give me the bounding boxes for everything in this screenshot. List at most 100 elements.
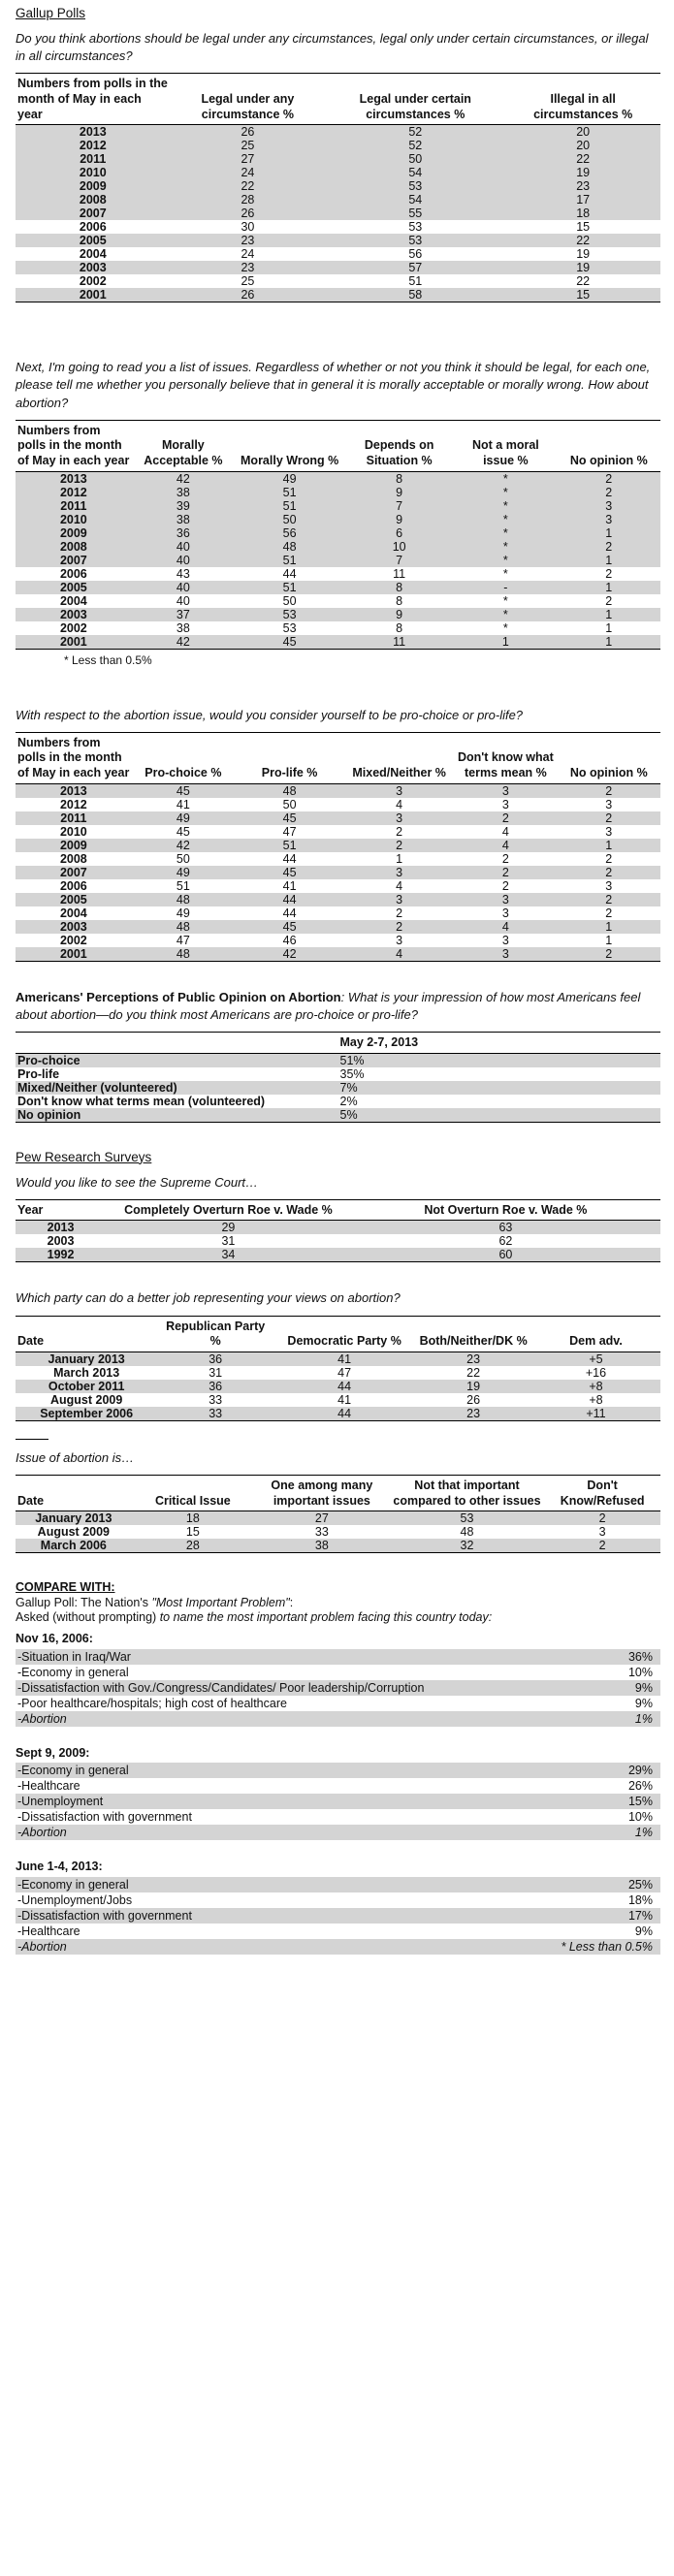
gallup-heading: Gallup Polls [16, 6, 86, 20]
column-header: Morally Wrong % [235, 420, 345, 472]
table-cell: 3 [396, 933, 403, 947]
table-cell: 27 [254, 1511, 390, 1526]
table-morality: Numbers from polls in the month of May i… [16, 420, 660, 650]
table-cell: 2 [557, 865, 660, 879]
table-row: October 2011 36 44 19 +8 [16, 1379, 660, 1393]
row-label: 2011 [16, 811, 132, 825]
table-row: 2008 40 48 10 * 2 [16, 539, 660, 554]
row-label: Don't know what terms mean (volunteered) [17, 1094, 266, 1108]
table-cell: 23 [415, 1406, 531, 1421]
table-cell: 44 [282, 906, 297, 920]
document: Gallup Polls Do you think abortions shou… [16, 6, 660, 1955]
column-header: Date [16, 1316, 158, 1352]
table-row: Mixed/Neither (volunteered) 7% [16, 1080, 660, 1095]
table-cell: 51 [235, 838, 345, 852]
mip-percent: * Less than 0.5% [554, 1938, 660, 1955]
table-row: March 2006 28 38 32 2 [16, 1539, 660, 1554]
table-row: 2003 37 53 9 * 1 [16, 607, 660, 621]
mip-row: -Economy in general 25% [16, 1876, 660, 1892]
table-cell: 45 [235, 811, 345, 825]
row-label: 2009 [16, 525, 132, 540]
compare-line-2: Asked (without prompting) to name the mo… [16, 1610, 660, 1626]
table-header-row: Date Republican Party % Democratic Party %… [16, 1316, 660, 1352]
table-cell: 2 [501, 878, 509, 893]
table-cell: 53 [325, 179, 506, 194]
table-cell: 63 [350, 1220, 660, 1235]
table-row: 2002 25 51 22 [16, 274, 660, 288]
compare-line-1: Gallup Poll: The Nation's "Most Importan… [16, 1596, 660, 1611]
table-cell: 6 [344, 525, 455, 540]
table-cell: - [454, 580, 558, 594]
table-cell: 42 [131, 471, 236, 486]
table-cell: 28 [131, 1539, 255, 1554]
mip-date: Sept 9, 2009: [16, 1745, 90, 1760]
table-row: 2009 22 53 23 [16, 179, 660, 194]
mip-percent: 26% [627, 1779, 653, 1794]
table-cell: 7 [344, 553, 455, 567]
table-cell: 20 [505, 139, 660, 153]
table-cell: * [454, 498, 558, 513]
column-header: No opinion % [557, 420, 660, 472]
row-label: January 2013 [16, 1352, 158, 1366]
column-header: Don't know what terms mean % [454, 732, 558, 784]
column-header: Morally Acceptable % [131, 420, 236, 472]
question-morality: Next, I'm going to read you a list of is… [16, 360, 651, 410]
table-cell: * [502, 593, 508, 608]
table-cell: 41 [176, 797, 190, 811]
row-label: 2013 [16, 124, 171, 140]
table-cell: 42 [131, 634, 236, 650]
table-cell: 10 [344, 539, 455, 554]
table-cell: 2 [557, 783, 660, 798]
table-cell: 22 [170, 179, 326, 194]
table-cell: 40 [131, 580, 236, 594]
mip-problem: -Abortion [16, 1938, 554, 1955]
row-label: August 2009 [37, 1525, 111, 1540]
table-cell: 24 [241, 247, 255, 262]
table-cell: 44 [282, 851, 297, 866]
column-header: One among many important issues [254, 1475, 390, 1512]
mip-problem: -Abortion [16, 1825, 554, 1841]
mip-problem: -Economy in general [16, 1876, 554, 1892]
row-label: 2005 [16, 580, 132, 594]
table-cell: 11 [393, 566, 406, 581]
table-cell: * [502, 566, 508, 581]
column-header: Don't Know/Refused [544, 1475, 660, 1512]
table-cell: 38 [131, 485, 236, 499]
table-row: No opinion 5% [16, 1107, 660, 1123]
table-cell: 45 [235, 634, 345, 650]
table-cell: 51 [176, 878, 190, 893]
table-cell: 51% [337, 1053, 660, 1067]
table-row: Pro-life 35% [16, 1067, 660, 1081]
table-cell: 43 [176, 566, 190, 581]
table-row: 2012 41 50 4 3 3 [16, 798, 660, 811]
table-cell: 15 [185, 1525, 200, 1540]
column-header: Legal under any circumstance % [170, 73, 326, 126]
table-cell: +11 [530, 1406, 660, 1421]
table-row: 2013 42 49 8 * 2 [16, 471, 660, 486]
table-cell: 38 [254, 1539, 390, 1554]
table-cell: 3 [454, 892, 558, 906]
compare-section: COMPARE WITH: Gallup Poll: The Nation's … [16, 1580, 660, 1955]
mip-percent: 36% [554, 1648, 660, 1665]
table-header-row: May 2-7, 2013 [16, 1032, 660, 1054]
mip-problem: -Healthcare [17, 1924, 80, 1938]
table-row: 2003 23 57 19 [16, 261, 660, 275]
perceptions-date-header: May 2-7, 2013 [337, 1032, 660, 1054]
column-header: Not Overturn Roe v. Wade % [350, 1199, 660, 1222]
divider [16, 1438, 48, 1440]
table-prochoice-prolife: Numbers from polls in the month of May i… [16, 732, 660, 962]
table-cell: * [454, 512, 558, 526]
table-row: 2007 40 51 7 * 1 [16, 553, 660, 567]
table-cell: 33 [209, 1392, 223, 1407]
row-label: 2002 [59, 620, 87, 635]
column-header: Dem adv. [530, 1316, 660, 1352]
compare-line-1-italic: "Most Important Problem" [151, 1595, 290, 1609]
table-cell: 1 [557, 580, 660, 594]
table-cell: 20 [505, 124, 660, 140]
column-header: Year [16, 1199, 107, 1222]
mip-table: -Economy in general 29% -Healthcare 26% -Une… [16, 1763, 660, 1841]
table-party: Date Republican Party % Democratic Party %… [16, 1316, 660, 1421]
column-header: No opinion % [557, 732, 660, 784]
table-cell: 4 [454, 838, 558, 852]
table-cell: 2 [557, 811, 660, 825]
